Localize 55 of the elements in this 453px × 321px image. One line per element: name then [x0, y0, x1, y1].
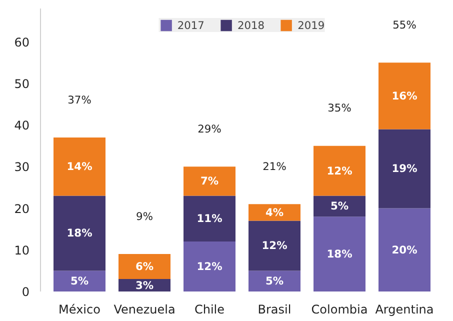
- data-label: 19%: [392, 162, 418, 176]
- data-label: 14%: [66, 160, 93, 174]
- y-tick-label: 50: [14, 76, 30, 91]
- bar: [248, 270, 300, 292]
- y-tick-label: 30: [14, 160, 30, 174]
- bar: [184, 196, 236, 242]
- legend-label: 2018: [237, 18, 265, 32]
- data-label: 5%: [70, 274, 89, 288]
- data-label: 16%: [392, 89, 418, 102]
- bar: [54, 138, 106, 196]
- data-label: 12%: [262, 239, 288, 252]
- total-label: 37%: [68, 93, 92, 106]
- data-label: 12%: [326, 164, 353, 178]
- data-label: 5%: [330, 200, 349, 213]
- legend-label: 2019: [298, 18, 325, 32]
- bar: [54, 196, 106, 271]
- x-tick-label: Argentina: [375, 302, 434, 316]
- y-tick-label: 0: [22, 285, 30, 299]
- bar: [248, 204, 300, 221]
- bar: [184, 166, 236, 196]
- y-tick-label: 20: [14, 202, 30, 216]
- bar: [314, 196, 366, 217]
- data-label: 12%: [196, 260, 223, 274]
- bar: [118, 254, 170, 280]
- bar: [378, 62, 430, 130]
- data-label: 3%: [135, 278, 154, 292]
- data-label: 11%: [196, 212, 223, 226]
- data-label: 20%: [392, 243, 418, 256]
- data-label: 6%: [135, 260, 154, 274]
- data-label: 4%: [265, 206, 284, 219]
- total-label: 55%: [392, 18, 416, 32]
- y-tick-label: 60: [14, 35, 30, 50]
- bar: [314, 216, 366, 292]
- data-label: 18%: [326, 248, 353, 261]
- y-tick-label: 10: [14, 243, 30, 258]
- x-tick-label: Venezuela: [114, 302, 176, 316]
- data-label: 5%: [265, 274, 284, 288]
- data-label: 7%: [200, 174, 219, 188]
- x-tick-label: Colombia: [311, 302, 368, 316]
- y-tick-label: 40: [14, 118, 30, 133]
- legend-label: 2017: [177, 18, 204, 32]
- bar: [314, 146, 366, 196]
- bar: [248, 220, 300, 271]
- total-label: 9%: [136, 210, 153, 223]
- x-tick-label: Brasil: [258, 302, 292, 316]
- x-tick-label: Chile: [194, 302, 225, 316]
- total-label: 29%: [198, 122, 222, 136]
- bar: [184, 242, 236, 292]
- data-label: 18%: [66, 226, 93, 240]
- total-label: 35%: [328, 102, 352, 115]
- bar: [378, 208, 430, 292]
- x-tick-label: México: [58, 302, 100, 316]
- bar: [54, 270, 106, 292]
- bar: [378, 129, 430, 208]
- total-label: 21%: [262, 160, 286, 173]
